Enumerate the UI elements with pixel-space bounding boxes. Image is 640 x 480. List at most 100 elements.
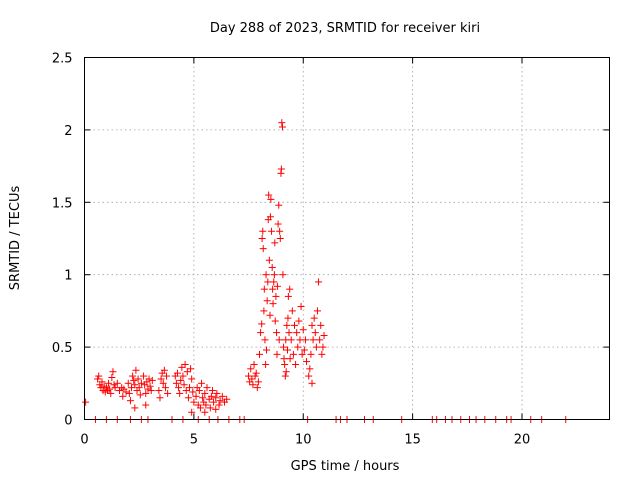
data-point [135, 384, 143, 392]
data-point [177, 376, 185, 384]
data-point [207, 392, 215, 400]
data-point [199, 394, 207, 402]
data-point [259, 227, 267, 235]
data-point [276, 235, 284, 242]
data-point [280, 343, 288, 351]
data-point [212, 405, 220, 413]
data-point [266, 213, 274, 221]
y-tick-label: 1.5 [52, 196, 73, 211]
data-point [301, 336, 309, 344]
data-point [249, 381, 257, 389]
data-point [173, 369, 181, 377]
data-point [292, 360, 300, 368]
data-point [94, 375, 102, 383]
data-point [130, 376, 138, 384]
data-point [251, 372, 259, 380]
data-point [273, 282, 281, 290]
data-point [208, 387, 216, 395]
data-point [299, 326, 307, 334]
data-point [312, 343, 320, 351]
data-point [140, 372, 148, 380]
data-point [254, 378, 262, 386]
data-point [310, 314, 318, 322]
data-point [252, 369, 260, 377]
data-point [272, 292, 280, 300]
data-point [163, 372, 171, 380]
data-point [307, 350, 315, 358]
data-point [320, 332, 328, 340]
data-point [215, 401, 223, 409]
data-point [190, 398, 198, 406]
x-axis-label: GPS time / hours [291, 459, 400, 474]
data-point [280, 355, 288, 363]
data-point [278, 119, 286, 127]
data-point [248, 375, 256, 383]
data-point [122, 388, 130, 396]
data-point [102, 384, 110, 392]
data-point [264, 278, 272, 286]
data-point [317, 321, 325, 329]
data-point [113, 379, 121, 387]
data-point [286, 355, 294, 363]
data-point [195, 387, 203, 395]
data-point [250, 360, 258, 368]
data-point [148, 376, 156, 384]
data-point [210, 398, 218, 406]
data-point [265, 256, 273, 264]
data-point [136, 391, 144, 399]
data-point [268, 227, 276, 235]
data-point [192, 392, 200, 400]
data-point [284, 314, 292, 322]
data-point [313, 307, 321, 315]
data-point [108, 374, 116, 382]
data-point [275, 336, 283, 344]
data-point [183, 368, 191, 376]
grid-lines [84, 57, 610, 420]
data-point [273, 329, 281, 337]
data-point [186, 384, 193, 392]
data-point [128, 384, 136, 392]
data-point [212, 394, 220, 402]
data-point [258, 235, 266, 242]
data-point [263, 297, 271, 305]
data-point [180, 381, 188, 389]
data-point [308, 379, 316, 387]
data-point [132, 366, 140, 374]
data-point [176, 389, 184, 397]
data-point [259, 245, 267, 253]
data-point [156, 394, 164, 402]
data-point [95, 372, 103, 380]
data-point [202, 401, 210, 409]
data-point [265, 191, 273, 199]
data-point [277, 165, 285, 173]
data-point [261, 336, 269, 344]
data-point [306, 365, 314, 373]
data-point [283, 321, 291, 329]
data-point [142, 389, 150, 397]
data-point [201, 389, 209, 397]
data-point [182, 387, 190, 395]
data-point [269, 285, 277, 293]
data-point [279, 271, 287, 279]
data-point [287, 336, 295, 344]
data-point [145, 375, 153, 383]
y-axis-label: SRMTID / TECUs [8, 186, 23, 291]
data-point [294, 343, 302, 351]
data-point [256, 350, 263, 358]
data-point [175, 384, 183, 392]
data-point [258, 320, 266, 328]
data-point [276, 227, 284, 235]
data-point [188, 408, 196, 416]
data-point [288, 307, 296, 315]
data-point [247, 365, 255, 373]
data-point [297, 303, 305, 311]
data-point [278, 123, 286, 131]
data-point [291, 321, 298, 329]
data-point [131, 381, 139, 389]
data-point [206, 404, 214, 412]
data-point [164, 389, 172, 397]
x-tick-label: 15 [404, 433, 421, 448]
x-tick-label: 0 [80, 433, 88, 448]
data-point [147, 387, 155, 395]
data-point [262, 360, 270, 368]
